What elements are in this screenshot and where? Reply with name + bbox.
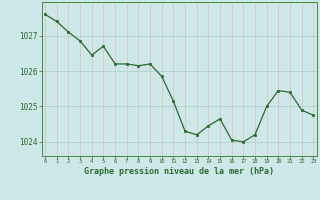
X-axis label: Graphe pression niveau de la mer (hPa): Graphe pression niveau de la mer (hPa) bbox=[84, 167, 274, 176]
